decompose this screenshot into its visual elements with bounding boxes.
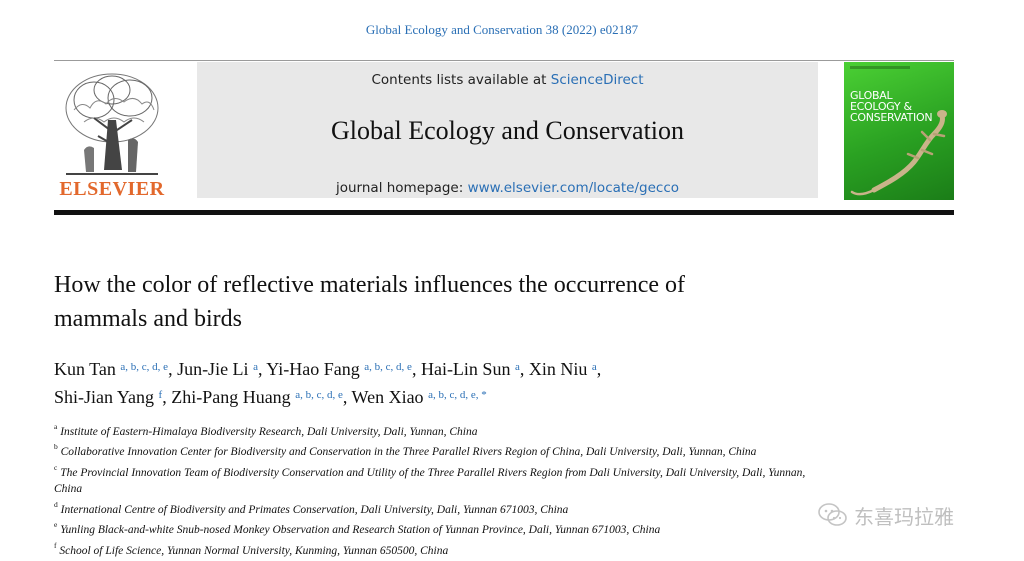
elsevier-wordmark: ELSEVIER: [59, 178, 165, 200]
affiliation-item: b Collaborative Innovation Center for Bi…: [54, 440, 824, 460]
homepage-line: journal homepage: www.elsevier.com/locat…: [197, 180, 818, 196]
author-affiliation-refs[interactable]: f: [158, 389, 163, 401]
affiliation-item: a Institute of Eastern-Himalaya Biodiver…: [54, 420, 824, 440]
wechat-icon: [818, 503, 847, 526]
header-top-rule: [54, 60, 954, 61]
homepage-prefix: journal homepage:: [335, 180, 468, 196]
author-separator: ,: [257, 359, 267, 379]
affiliation-item: f School of Life Science, Yunnan Normal …: [54, 539, 824, 559]
author-affiliation-refs[interactable]: a, b, c, d, e: [295, 389, 343, 401]
affiliation-key: d: [54, 499, 58, 509]
journal-homepage-link[interactable]: www.elsevier.com/locate/gecco: [467, 180, 680, 196]
author-affiliation-refs[interactable]: a: [253, 361, 258, 373]
author-line-2: Shi-Jian Yang f, Zhi-Pang Huang a, b, c,…: [54, 383, 834, 411]
author-name[interactable]: Hai-Lin Sun: [420, 359, 511, 379]
affiliation-key: a: [54, 422, 58, 431]
author-name[interactable]: Zhi-Pang Huang: [171, 387, 291, 407]
affiliation-text: Yunling Black-and-white Snub-nosed Monke…: [60, 524, 661, 537]
author-separator: ,: [168, 359, 178, 379]
journal-header-box: Contents lists available at ScienceDirec…: [197, 62, 818, 198]
journal-title: Global Ecology and Conservation: [330, 116, 685, 145]
author-name[interactable]: Wen Xiao: [351, 387, 424, 407]
cover-title-line-1: GLOBAL: [850, 89, 893, 102]
affiliation-key: c: [54, 462, 58, 472]
contents-prefix: Contents lists available at: [371, 72, 551, 88]
article-title-line-2: mammals and birds: [54, 306, 242, 332]
affiliation-text: Collaborative Innovation Center for Biod…: [60, 446, 757, 459]
author-name[interactable]: Kun Tan: [54, 359, 116, 379]
contents-line: Contents lists available at ScienceDirec…: [197, 72, 818, 88]
author-separator: ,: [342, 387, 352, 407]
affiliation-item: e Yunling Black-and-white Snub-nosed Mon…: [54, 518, 824, 538]
gecko-icon: [850, 110, 947, 196]
sciencedirect-link[interactable]: ScienceDirect: [550, 72, 644, 88]
article-title-line-1: How the color of reflective materials in…: [54, 272, 686, 298]
elsevier-logo[interactable]: ELSEVIER: [54, 70, 170, 200]
elsevier-tree-icon: [65, 73, 159, 175]
author-name[interactable]: Shi-Jian Yang: [54, 387, 155, 407]
author-separator: ,: [519, 359, 529, 379]
affiliation-item: d International Centre of Biodiversity a…: [54, 498, 824, 518]
affiliation-text: School of Life Science, Yunnan Normal Un…: [59, 544, 449, 557]
author-line-1: Kun Tan a, b, c, d, e, Jun-Jie Li a, Yi-…: [54, 355, 834, 383]
journal-citation-link[interactable]: Global Ecology and Conservation 38 (2022…: [365, 22, 639, 37]
affiliation-key: b: [54, 442, 58, 452]
cover-top-bar: [850, 66, 910, 69]
author-separator: ,: [411, 359, 421, 379]
cover-title-line-3: CONSERVATION: [850, 111, 933, 124]
affiliation-key: e: [54, 520, 58, 530]
author-affiliation-refs[interactable]: a, b, c, d, e: [120, 361, 169, 373]
affiliation-text: Institute of Eastern-Himalaya Biodiversi…: [60, 425, 478, 438]
affiliation-text: International Centre of Biodiversity and…: [60, 503, 569, 516]
author-separator: ,: [596, 359, 602, 379]
watermark: 东喜玛拉雅: [818, 500, 954, 530]
author-affiliation-refs[interactable]: a: [591, 361, 597, 373]
cover-title-line-2: ECOLOGY &: [850, 100, 912, 113]
author-list: Kun Tan a, b, c, d, e, Jun-Jie Li a, Yi-…: [54, 355, 834, 411]
author-separator: ,: [162, 387, 172, 407]
affiliation-item: c The Provincial Innovation Team of Biod…: [54, 461, 824, 498]
watermark-text: 东喜玛拉雅: [854, 504, 954, 529]
author-name[interactable]: Jun-Jie Li: [177, 359, 249, 379]
journal-cover[interactable]: GLOBAL ECOLOGY & CONSERVATION: [844, 62, 954, 200]
cover-title: GLOBAL ECOLOGY & CONSERVATION: [850, 89, 933, 124]
affiliation-key: f: [54, 540, 57, 550]
author-name[interactable]: Yi-Hao Fang: [266, 359, 360, 379]
header-bottom-rule: [54, 210, 954, 215]
author-name[interactable]: Xin Niu: [528, 359, 588, 379]
author-affiliation-refs[interactable]: a, b, c, d, e: [364, 361, 412, 373]
article-title: How the color of reflective materials in…: [54, 268, 854, 336]
affiliation-text: The Provincial Innovation Team of Biodiv…: [54, 466, 806, 496]
author-affiliation-refs[interactable]: a, b, c, d, e, *: [428, 389, 487, 401]
affiliation-list: a Institute of Eastern-Himalaya Biodiver…: [54, 420, 824, 559]
author-affiliation-refs[interactable]: a: [514, 361, 520, 373]
